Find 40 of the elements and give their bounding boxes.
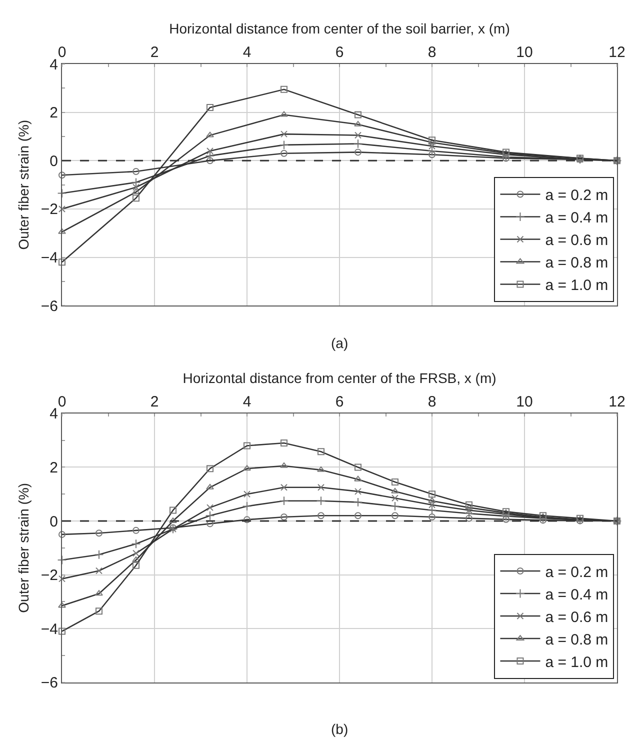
y-tick-label: −2 xyxy=(40,201,58,218)
x-tick-label: 8 xyxy=(428,393,436,410)
y-tick-label: 4 xyxy=(50,406,58,423)
x-tick-label: 6 xyxy=(335,44,344,62)
legend-label: a = 0.2 m xyxy=(545,564,608,581)
x-tick-label: 8 xyxy=(428,44,436,62)
y-tick-label: 0 xyxy=(50,513,58,530)
legend-label: a = 0.6 m xyxy=(545,232,608,250)
text: (b) xyxy=(331,721,348,737)
legend-label: a = 0.8 m xyxy=(545,631,608,648)
x-tick-label: 2 xyxy=(150,393,159,410)
x-tick-label: 10 xyxy=(516,393,533,410)
legend-label: a = 0.4 m xyxy=(545,210,608,227)
legend-label: a = 0.4 m xyxy=(545,586,608,604)
y-tick-label: −4 xyxy=(40,620,58,638)
legend-label: a = 0.8 m xyxy=(545,254,608,272)
y-tick-label: −4 xyxy=(40,250,58,267)
x-tick-label: 12 xyxy=(608,393,626,410)
x-tick-label: 4 xyxy=(242,44,252,62)
y-tick-label: 2 xyxy=(50,459,58,476)
x-tick-label: 6 xyxy=(335,393,344,410)
y-axis-title: Outer fiber strain (%) xyxy=(15,120,32,250)
y-axis-title: Outer fiber strain (%) xyxy=(15,482,32,613)
x-tick-label: 10 xyxy=(516,44,533,62)
x-axis-title: Horizontal distance from center of the FRSB, x (m) xyxy=(182,370,496,386)
y-tick-label: 2 xyxy=(50,104,58,122)
legend-label: a = 1.0 m xyxy=(545,654,608,671)
legend-label: a = 0.6 m xyxy=(545,608,608,626)
x-tick-label: 12 xyxy=(608,44,626,62)
y-tick-label: 4 xyxy=(50,56,58,74)
legend-label: a = 1.0 m xyxy=(545,277,608,294)
x-tick-label: 4 xyxy=(242,393,252,410)
y-tick-label: 0 xyxy=(50,152,58,170)
y-tick-label: −2 xyxy=(40,567,58,584)
x-tick-label: 2 xyxy=(150,44,159,62)
y-tick-label: −6 xyxy=(40,298,58,315)
text: (a) xyxy=(331,335,348,351)
legend-label: a = 0.2 m xyxy=(545,187,608,204)
x-axis-title: Horizontal distance from center of the soil barrier, x (m) xyxy=(169,20,510,37)
y-tick-label: −6 xyxy=(40,674,58,692)
